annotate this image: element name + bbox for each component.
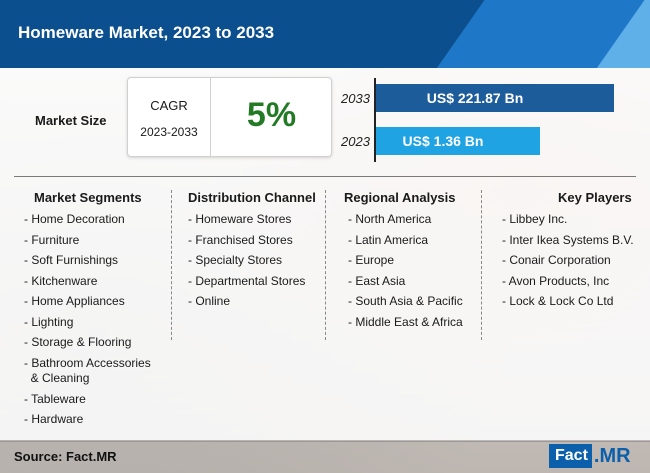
list-item: - Middle East & Africa: [348, 314, 463, 329]
list-item: - Europe: [348, 253, 395, 267]
list-item: - Homeware Stores: [188, 212, 292, 226]
column-separator: [481, 190, 482, 340]
cagr-label: CAGR: [150, 98, 188, 113]
logo-mr: .MR: [593, 444, 631, 467]
header-banner: Homeware Market, 2023 to 2033: [0, 0, 650, 68]
list-item: - East Asia: [348, 273, 406, 288]
bar-chart-axis: [374, 78, 376, 162]
list-item: - Online: [188, 294, 231, 308]
list-item: - Kitchenware: [24, 273, 98, 288]
players-heading: Key Players: [558, 190, 632, 205]
year-label-2033: 2033: [341, 91, 370, 106]
list-item: - Avon Products, Inc: [502, 273, 610, 288]
year-label-2023: 2023: [341, 134, 370, 149]
page-title: Homeware Market, 2023 to 2033: [18, 23, 275, 42]
list-item: - Soft Furnishings: [24, 253, 119, 267]
list-item: - North America: [348, 212, 432, 226]
factmr-logo: Fact .MR: [549, 444, 631, 468]
section-divider: [14, 176, 636, 177]
list-item: & Cleaning: [24, 371, 90, 385]
list-item: - Lock & Lock Co Ltd: [502, 294, 614, 308]
bar-2023: US$ 1.36 Bn: [376, 127, 540, 155]
players-list: - Libbey Inc. - Inter Ikea Systems B.V. - …: [502, 212, 634, 309]
distribution-list: - Homeware Stores - Franchised Stores - Sp…: [188, 212, 316, 309]
list-item: - Departmental Stores: [188, 273, 306, 288]
cagr-period: 2023-2033: [140, 125, 198, 139]
list-item: - Franchised Stores: [188, 232, 293, 247]
cagr-divider: [210, 78, 211, 156]
bar-value-label: US$ 221.87 Bn: [426, 90, 524, 106]
list-item: - Hardware: [24, 412, 84, 426]
list-item: - Lighting: [24, 314, 74, 329]
list-item: - Tableware: [24, 391, 86, 406]
bar-value-label: US$ 1.36 Bn: [402, 133, 484, 149]
list-item: - Home Appliances: [24, 294, 125, 308]
regional-column: Regional Analysis - North America - Latin…: [344, 190, 463, 335]
players-column: Key Players - Libbey Inc. - Inter Ikea Sy…: [502, 190, 634, 315]
footer-divider: [0, 441, 650, 442]
list-item: - Bathroom Accessories: [24, 355, 151, 370]
segments-column: Market Segments - Home Decoration - Furni…: [24, 190, 151, 433]
column-separator: [325, 190, 326, 340]
list-item: - Latin America: [348, 232, 429, 247]
column-separator: [171, 190, 172, 340]
distribution-heading: Distribution Channel: [188, 190, 316, 205]
source-text: Source: Fact.MR: [14, 449, 117, 464]
list-item: - Libbey Inc.: [502, 212, 568, 226]
list-item: - Inter Ikea Systems B.V.: [502, 232, 634, 247]
distribution-column: Distribution Channel - Homeware Stores - …: [188, 190, 316, 315]
list-item: - Home Decoration: [24, 212, 125, 226]
regional-list: - North America - Latin America - Europe - …: [344, 212, 463, 330]
market-size-label: Market Size: [35, 113, 107, 128]
cagr-value: 5%: [246, 96, 297, 134]
list-item: - Specialty Stores: [188, 253, 283, 267]
segments-heading: Market Segments: [34, 190, 142, 205]
cagr-box: CAGR 2023-2033 5%: [127, 77, 332, 157]
list-item: - Furniture: [24, 232, 80, 247]
logo-fact: Fact: [549, 444, 592, 468]
bar-2033: US$ 221.87 Bn: [376, 84, 614, 112]
list-item: - South Asia & Pacific: [348, 294, 463, 308]
regional-heading: Regional Analysis: [344, 190, 456, 205]
list-item: - Storage & Flooring: [24, 335, 132, 349]
segments-list: - Home Decoration - Furniture - Soft Furni…: [24, 212, 151, 427]
list-item: - Conair Corporation: [502, 253, 611, 267]
